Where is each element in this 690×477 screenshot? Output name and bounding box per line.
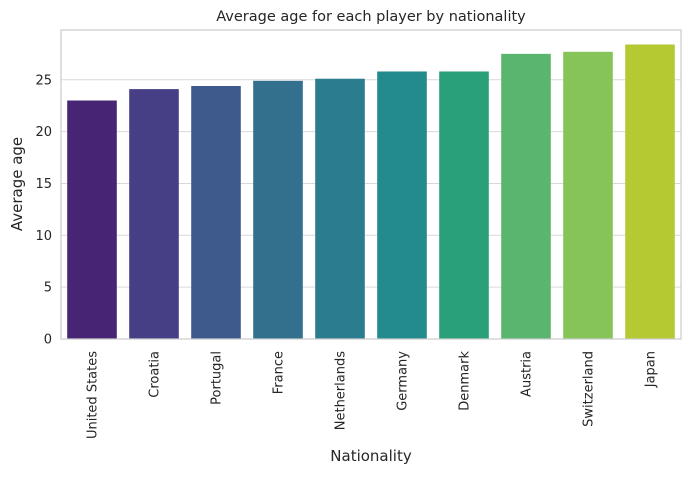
plot-border (60, 29, 682, 340)
y-tick-label: 15 (35, 177, 52, 192)
bars (67, 44, 675, 340)
x-axis-label: Nationality (330, 447, 412, 465)
x-tick-label: Portugal (210, 351, 225, 405)
y-tick-label: 0 (44, 333, 52, 348)
y-tick-label: 10 (35, 229, 52, 244)
bar (315, 78, 365, 340)
x-tick-label: Austria (520, 351, 535, 397)
y-tick-label: 20 (35, 125, 52, 140)
x-tick-label: Netherlands (334, 351, 349, 430)
y-axis-label: Average age (8, 137, 26, 231)
x-tick-label: Switzerland (582, 351, 597, 427)
x-tick-labels: United States Croatia Portugal France Nether… (86, 351, 659, 439)
y-tick-label: 25 (35, 73, 52, 88)
bar (67, 100, 117, 339)
bar (563, 51, 613, 339)
x-tick-label: United States (86, 351, 101, 439)
bar (501, 53, 551, 339)
x-tick-label: Croatia (148, 351, 163, 398)
x-tick-label: Germany (396, 351, 411, 411)
bar (625, 44, 675, 339)
x-tick-label: France (272, 351, 287, 394)
x-tick-label: Denmark (458, 351, 473, 411)
y-tick-labels: 0 5 10 15 20 25 (35, 73, 52, 347)
chart-title: Average age for each player by nationali… (216, 9, 526, 25)
bar (377, 71, 427, 340)
x-tick-label: Japan (644, 351, 659, 388)
bar (129, 89, 179, 339)
bar (253, 80, 303, 340)
y-tick-label: 5 (44, 281, 52, 296)
bar (191, 85, 241, 339)
bar (439, 71, 489, 340)
